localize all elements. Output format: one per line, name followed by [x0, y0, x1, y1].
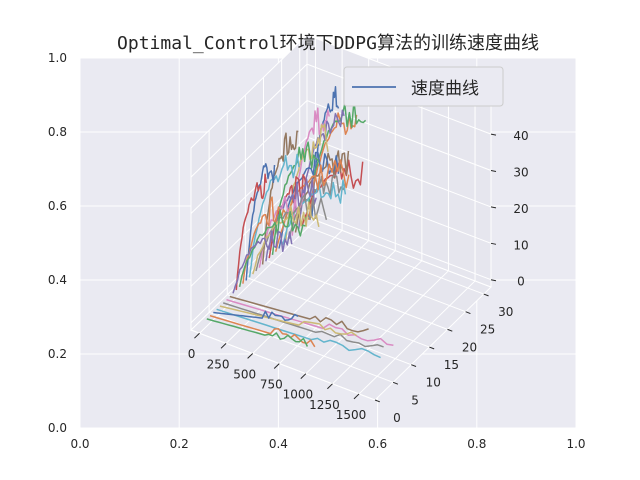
- z-tick-mark: [490, 242, 497, 245]
- y-tick-mark: [374, 399, 380, 403]
- z-tick-mark: [490, 170, 497, 173]
- chart-title: Optimal_Control环境下DDPG算法的训练速度曲线: [117, 33, 539, 54]
- speed-curve-line: [232, 230, 293, 294]
- z-tick-mark: [490, 133, 497, 136]
- legend-box: [343, 66, 504, 107]
- y-tick-label: 25: [480, 323, 495, 337]
- outer-y-tick-label: 1.0: [48, 51, 67, 65]
- outer-x-tick-label: 0.4: [269, 437, 288, 451]
- grid-line: [190, 172, 308, 287]
- outer-x-tick-label: 0.6: [368, 437, 387, 451]
- outer-y-tick-label: 0.4: [48, 273, 67, 287]
- x-tick-label: 500: [233, 367, 256, 381]
- y-tick-label: 10: [426, 376, 441, 390]
- outer-x-tick-label: 0.0: [70, 437, 89, 451]
- outer-y-tick-label: 0.8: [48, 125, 67, 139]
- x-tick-label: 250: [207, 357, 230, 371]
- x-tick-label: 0: [188, 347, 196, 361]
- y-tick-mark: [429, 346, 435, 350]
- grid-line: [225, 229, 343, 344]
- outer-tick-labels: 0.0 0.2 0.4 0.6 0.8 1.0 0.0 0.2 0.4 0.6 0.8 1.0: [48, 51, 586, 451]
- x-tick-label: 1500: [336, 408, 367, 422]
- y-tick-label: 0: [393, 411, 401, 425]
- y-tick-mark: [392, 381, 399, 385]
- x-tick-mark: [353, 393, 360, 400]
- speed-curve-line: [206, 318, 309, 347]
- speed-curve-line: [216, 308, 381, 359]
- x-tick-mark: [194, 332, 200, 339]
- z-tick-mark: [490, 206, 497, 209]
- speed-curve-line: [226, 298, 394, 346]
- outer-x-tick-label: 0.2: [170, 437, 189, 451]
- series-lines: [206, 86, 394, 359]
- speed-curve-line: [261, 130, 299, 265]
- z-tick-label: 10: [513, 238, 528, 252]
- y-tick-mark: [411, 364, 417, 367]
- outer-y-tick-label: 0.2: [48, 347, 67, 361]
- z-tick-label: 40: [513, 129, 528, 143]
- x-tick-mark: [273, 363, 280, 369]
- grid-line: [281, 241, 466, 313]
- legend[interactable]: 速度曲线: [343, 66, 504, 107]
- grid-line: [305, 260, 423, 375]
- grid-line: [199, 219, 316, 334]
- speed-curve-line: [297, 109, 345, 230]
- speed-curve-line: [229, 295, 369, 333]
- legend-entry-label: 速度曲线: [411, 79, 479, 99]
- y-tick-mark: [447, 328, 453, 332]
- speed-curve-line: [219, 305, 358, 337]
- grid-line: [252, 240, 370, 354]
- grid-line: [190, 329, 376, 401]
- grid-line: [299, 223, 484, 295]
- grid-line: [190, 136, 308, 251]
- y-tick-mark: [483, 293, 489, 297]
- speed-curve-line: [209, 314, 316, 348]
- grid-line: [358, 280, 476, 395]
- outer-y-tick-label: 0.6: [48, 199, 67, 213]
- x-tick-label: 1000: [283, 388, 314, 402]
- grid-line: [245, 276, 430, 348]
- x-tick-mark: [247, 353, 254, 359]
- grid-line: [306, 136, 492, 208]
- y-tick-label: 5: [411, 393, 419, 407]
- outer-y-tick-label: 0.0: [48, 421, 67, 435]
- z-tick-label: 20: [513, 202, 528, 216]
- x-tick-label: 750: [260, 378, 283, 392]
- y-tick-label: 30: [498, 305, 513, 319]
- x-tick-label: 1250: [309, 398, 340, 412]
- x-tick-mark: [220, 342, 227, 349]
- z-tick-mark: [490, 279, 497, 282]
- speed-curve-line: [304, 100, 367, 224]
- y-tick-label: 15: [444, 358, 459, 372]
- grid-line: [278, 250, 396, 364]
- grid-line: [263, 258, 448, 330]
- grid-line: [332, 270, 449, 385]
- grid-line: [306, 100, 492, 171]
- speed-curve-line: [252, 201, 320, 275]
- speed-curve-line: [213, 310, 299, 322]
- speed-curve-line: [311, 86, 340, 217]
- grid-line: [190, 63, 308, 178]
- outer-x-tick-label: 1.0: [566, 437, 585, 451]
- y-tick-mark: [465, 311, 471, 315]
- speed-curve-line: [222, 302, 384, 348]
- x-tick-mark: [300, 373, 307, 380]
- grid-line: [306, 209, 492, 281]
- z-tick-label: 0: [517, 275, 525, 289]
- speed-curve-line: [235, 173, 268, 291]
- speed-curve-line: [238, 209, 306, 288]
- y-tick-label: 20: [462, 340, 477, 354]
- x-tick-mark: [327, 383, 333, 390]
- outer-x-tick-label: 0.8: [467, 437, 486, 451]
- speed-curve-line: [245, 163, 276, 281]
- z-tick-label: 30: [513, 166, 528, 180]
- grid-line: [227, 294, 412, 366]
- grid-line: [190, 100, 308, 214]
